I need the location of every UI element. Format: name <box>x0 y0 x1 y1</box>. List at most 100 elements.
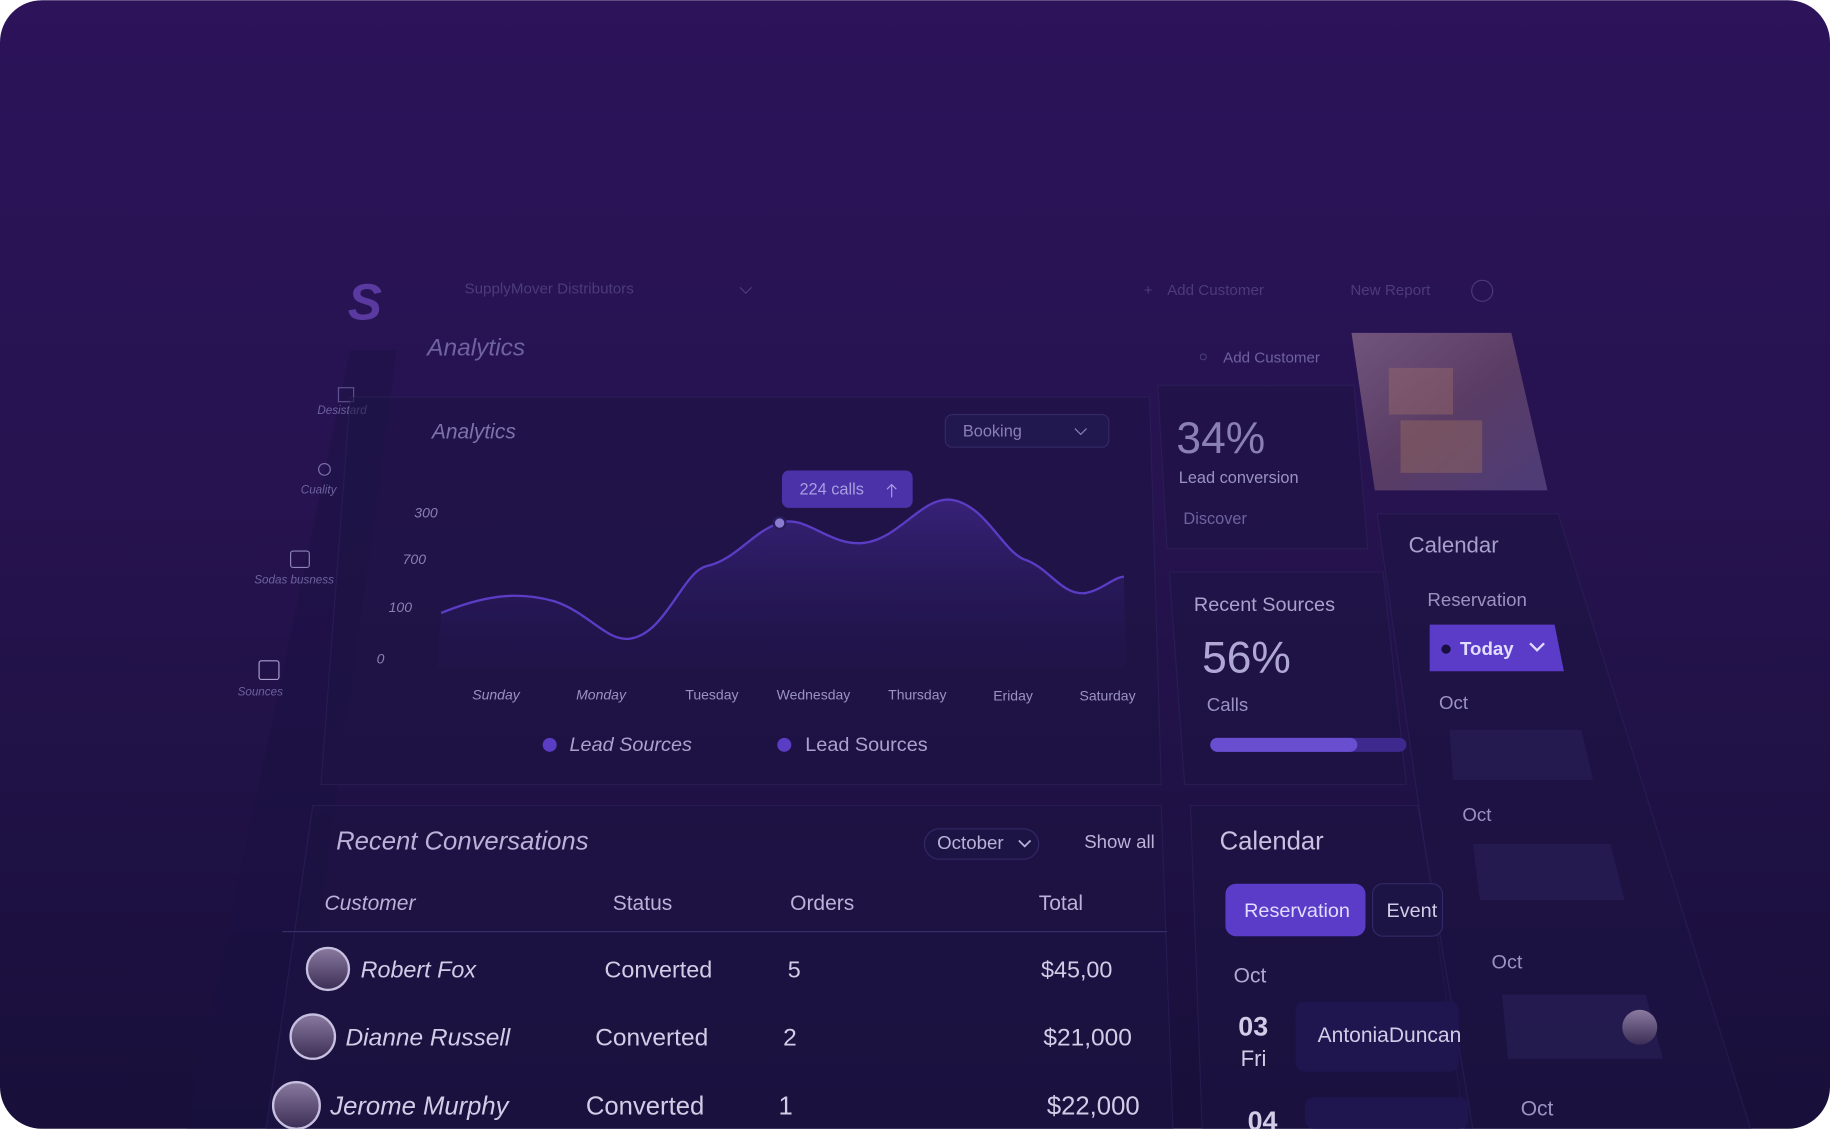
sources-card <box>1168 571 1407 786</box>
customer-name: Jerome Murphy <box>329 1093 510 1121</box>
chevron <box>739 286 753 294</box>
month-dropdown[interactable] <box>923 828 1040 860</box>
guest-name: AntoniaDuncan <box>1318 1024 1462 1047</box>
chevron <box>1529 642 1545 652</box>
avatar <box>1622 1009 1658 1045</box>
weekday: Fri <box>1241 1046 1267 1071</box>
dropdown[interactable] <box>944 413 1110 448</box>
booking[interactable] <box>1295 1001 1459 1072</box>
new-report-button[interactable]: New Report <box>1350 282 1431 299</box>
month: Oct <box>1462 804 1492 825</box>
stat-label: Calls <box>1207 694 1248 715</box>
avatar <box>271 1080 321 1129</box>
arrow-up <box>886 483 897 498</box>
stat-value: 56% <box>1202 634 1291 683</box>
y-label: 700 <box>403 551 427 567</box>
chevron <box>1018 839 1032 848</box>
add-customer-button[interactable]: Add Customer <box>1167 282 1264 299</box>
progress-fill <box>1210 737 1358 752</box>
page-title: Analytics <box>425 335 525 362</box>
card-title: Calendar <box>1220 828 1325 856</box>
logo: S <box>348 274 382 331</box>
sidebar-icon <box>258 660 280 681</box>
customer-name: Dianne Russell <box>345 1024 510 1051</box>
sidebar-icon <box>290 550 310 569</box>
event-slot[interactable] <box>1502 994 1664 1059</box>
chevron <box>1074 428 1087 436</box>
legend-dot <box>777 737 792 752</box>
chart-line <box>440 498 1125 640</box>
legend-dot <box>542 737 557 752</box>
filter-label[interactable]: Today <box>1460 638 1514 659</box>
card-title: Recent Conversations <box>336 828 589 856</box>
total: $22,000 <box>1047 1093 1140 1121</box>
filter-dot <box>1441 644 1451 654</box>
day: 03 <box>1238 1012 1268 1042</box>
orders: 2 <box>783 1024 797 1051</box>
avatar <box>305 946 351 992</box>
stat-value: 34% <box>1176 414 1265 463</box>
warehouse-image <box>1351 332 1548 491</box>
tooltip-label: 224 calls <box>799 481 863 499</box>
tab-active[interactable] <box>1225 883 1366 937</box>
dropdown-label[interactable]: Booking <box>963 422 1022 440</box>
dropdown-label[interactable]: October <box>937 832 1003 853</box>
x-label: Tuesday <box>685 687 738 703</box>
panel-subtitle: Reservation <box>1427 589 1527 610</box>
profile-icon[interactable] <box>1471 279 1494 302</box>
stats-card <box>1157 384 1369 550</box>
month: Oct <box>1492 951 1523 973</box>
card-title: Analytics <box>430 421 517 444</box>
tab-label[interactable]: Event <box>1387 900 1438 922</box>
month: Oct <box>1234 965 1267 988</box>
legend-label: Lead Sources <box>805 734 927 756</box>
status: Converted <box>605 956 713 982</box>
status: Converted <box>586 1093 704 1121</box>
x-label: Eriday <box>993 688 1033 704</box>
x-label: Saturday <box>1080 688 1136 704</box>
tab[interactable] <box>1371 883 1444 937</box>
tab-label[interactable]: Reservation <box>1244 900 1350 922</box>
plus-icon: + <box>1144 282 1153 299</box>
avatar <box>289 1013 337 1060</box>
link[interactable]: Discover <box>1183 510 1247 528</box>
user-icon: ○ <box>1199 348 1208 365</box>
sidebar-item[interactable]: Cuality <box>301 483 338 496</box>
show-all-link[interactable]: Show all <box>1084 831 1155 852</box>
x-label: Monday <box>576 687 627 703</box>
status: Converted <box>595 1024 708 1051</box>
month: Oct <box>1521 1098 1554 1121</box>
event-slot[interactable] <box>1449 729 1594 780</box>
chart-area <box>437 499 1127 668</box>
booking[interactable] <box>1304 1097 1469 1129</box>
chart-point[interactable] <box>772 516 787 531</box>
legend-label: Lead Sources <box>570 734 692 756</box>
image-detail <box>1388 367 1454 415</box>
x-label: Wednesday <box>777 687 851 703</box>
add-customer-button[interactable]: Add Customer <box>1223 350 1320 367</box>
event-slot[interactable] <box>1472 844 1625 901</box>
month: Oct <box>1439 692 1469 713</box>
y-label: 300 <box>414 504 438 520</box>
y-label: 100 <box>389 599 413 615</box>
y-label: 0 <box>377 650 385 666</box>
orders: 1 <box>778 1093 792 1121</box>
sidebar-icon <box>337 387 355 403</box>
image-detail <box>1400 420 1483 473</box>
organization: SupplyMover Distributors <box>465 281 635 298</box>
sidebar-item[interactable]: Sounces <box>238 685 284 698</box>
total: $45,00 <box>1041 956 1112 982</box>
sidebar-item[interactable]: Sodas busness <box>254 573 334 586</box>
panel-title: Calendar <box>1409 532 1500 557</box>
total: $21,000 <box>1043 1024 1132 1051</box>
day: 04 <box>1248 1106 1278 1129</box>
column-header: Orders <box>790 892 854 915</box>
sidebar-icon <box>318 462 331 476</box>
column-header: Customer <box>324 892 416 915</box>
tooltip <box>781 470 913 508</box>
today-filter[interactable] <box>1429 624 1564 672</box>
column-header: Status <box>613 892 673 915</box>
x-label: Thursday <box>888 687 946 703</box>
